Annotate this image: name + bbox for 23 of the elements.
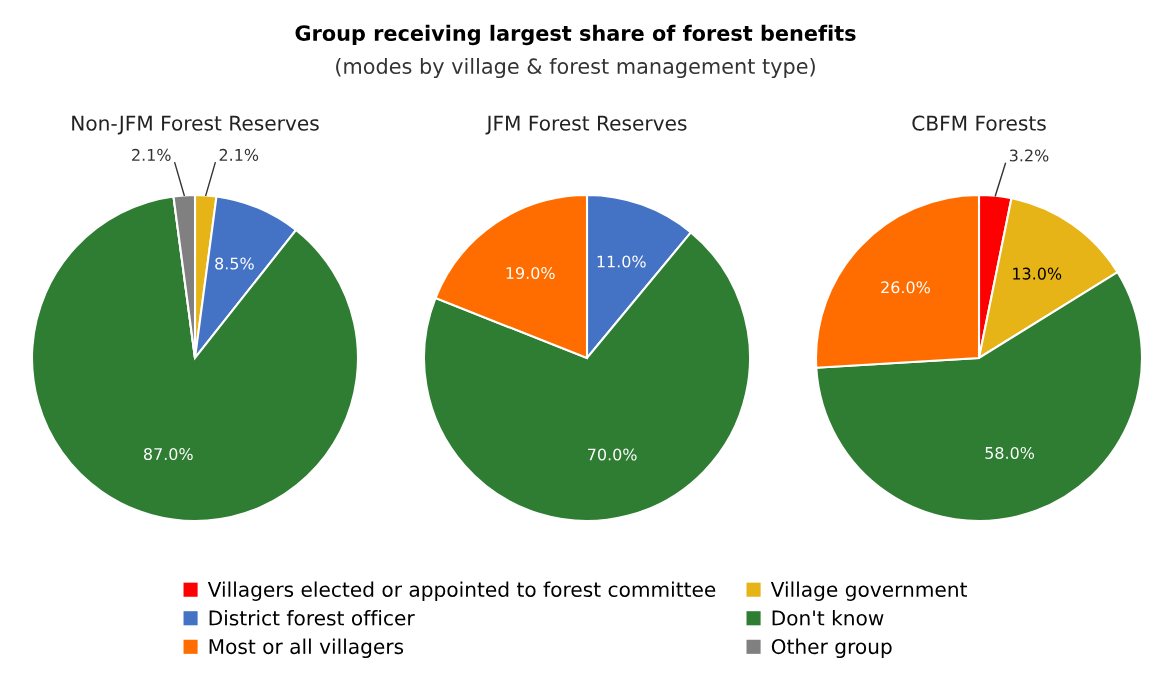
- data-label: 13.0%: [1013, 267, 1062, 280]
- legend-label: Villagers elected or appointed to forest committee: [207, 581, 716, 601]
- legend-label: District forest officer: [209, 610, 415, 626]
- chart-title: Non-JFM Forest Reserves: [72, 115, 319, 135]
- data-label: 58.0%: [985, 446, 1035, 459]
- text: Group receiving largest share of forest benefits: [295, 24, 856, 46]
- data-label: 2.1%: [219, 148, 259, 161]
- data-label: 11.0%: [597, 255, 646, 268]
- legend-label: Other group: [771, 638, 892, 659]
- legend-label: Most or all villagers: [209, 638, 404, 659]
- pie-slice: [30, 195, 360, 523]
- data-label: 8.5%: [215, 257, 254, 270]
- data-label: 2.1%: [132, 148, 171, 161]
- data-label: 19.0%: [506, 266, 555, 280]
- legend-label: Don't know: [772, 610, 884, 626]
- chart-title: JFM Forest Reserves: [485, 115, 687, 135]
- legend-label: Village government: [770, 581, 967, 601]
- data-label: 26.0%: [881, 281, 930, 294]
- data-label: 70.0%: [588, 448, 637, 461]
- text: (modes by village & forest management type): [336, 57, 815, 79]
- data-label: 87.0%: [143, 448, 193, 461]
- chart-title: CBFM Forests: [912, 115, 1046, 131]
- data-label: 3.2%: [1009, 149, 1049, 162]
